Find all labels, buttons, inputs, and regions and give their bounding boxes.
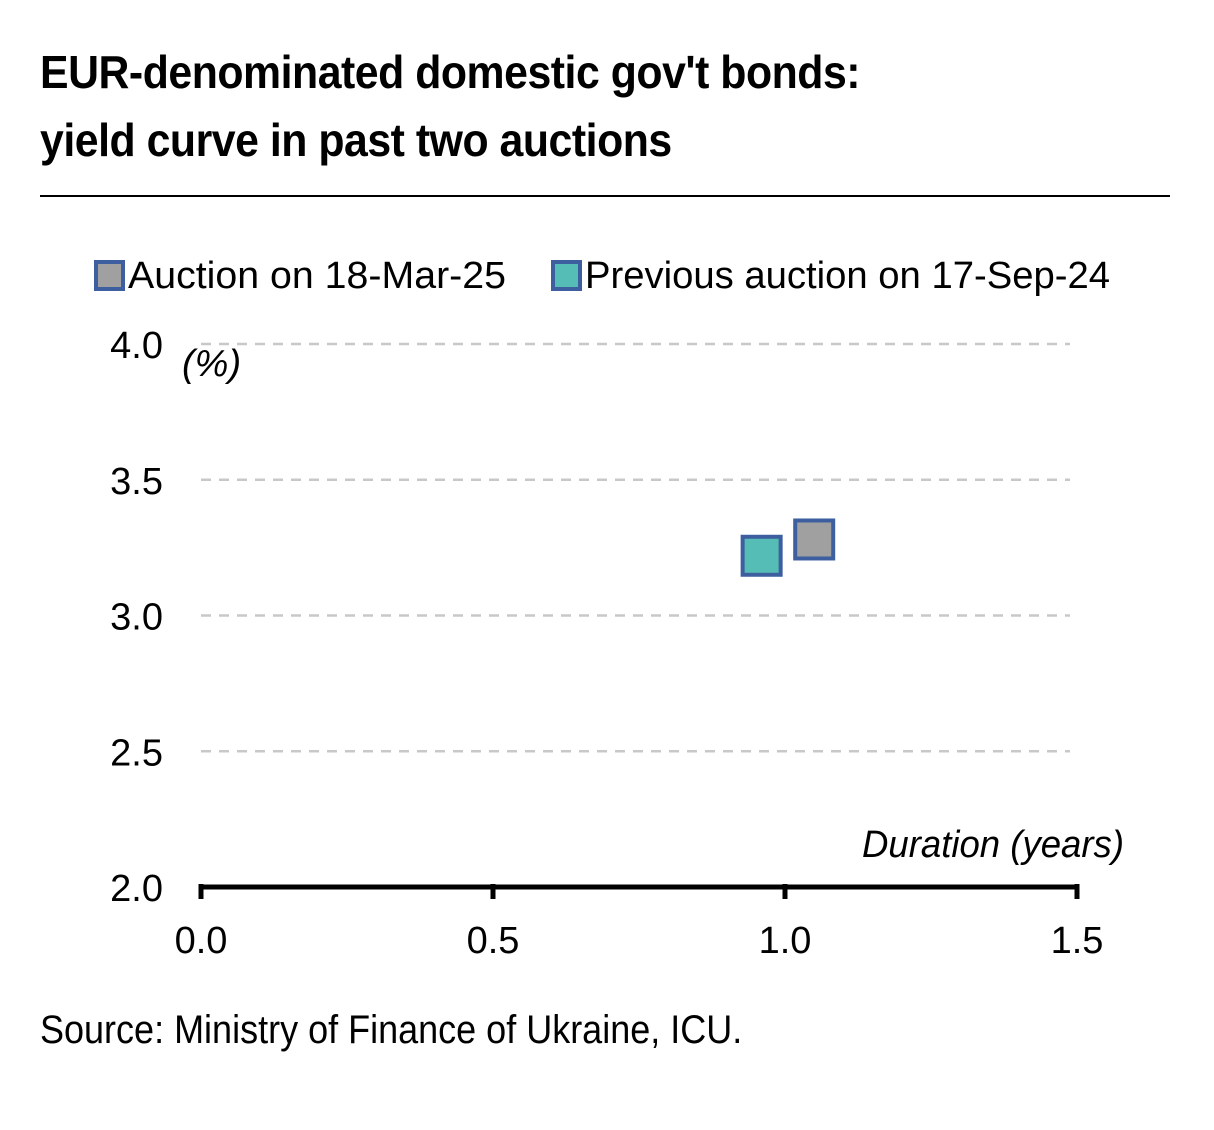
legend-swatch	[94, 260, 125, 291]
x-axis	[198, 884, 1080, 899]
y-axis-ticks: 2.0 2.5 3.0 3.5 4.0	[110, 325, 163, 910]
y-tick-label: 3.0	[110, 597, 163, 639]
y-tick-label: 2.0	[110, 868, 163, 910]
y-tick-label: 2.5	[110, 732, 163, 774]
y-axis-label: (%)	[182, 343, 241, 385]
chart-title-line-2: yield curve in past two auctions	[40, 114, 672, 166]
x-tick-label: 1.0	[759, 920, 812, 962]
chart-title: EUR-denominated domestic gov't bonds: yi…	[40, 38, 1091, 174]
x-tick-label: 0.5	[467, 920, 520, 962]
y-tick-label: 3.5	[110, 461, 163, 503]
gridlines	[201, 342, 1070, 753]
legend-label: Previous auction on 17-Sep-24	[585, 255, 1110, 297]
x-tick-label: 1.5	[1051, 920, 1104, 962]
legend-label: Auction on 18-Mar-25	[128, 255, 506, 297]
title-divider	[40, 195, 1170, 197]
data-point	[793, 518, 836, 561]
chart-title-line-1: EUR-denominated domestic gov't bonds:	[40, 46, 861, 98]
y-tick-label: 4.0	[110, 325, 163, 367]
legend-swatch	[551, 260, 582, 291]
data-points	[740, 518, 836, 577]
scatter-chart: Auction on 18-Mar-25 Previous auction on …	[94, 255, 1124, 962]
x-axis-ticks: 0.0 0.5 1.0 1.5	[175, 920, 1104, 962]
x-tick-label: 0.0	[175, 920, 228, 962]
source-note: Source: Ministry of Finance of Ukraine, …	[40, 1008, 743, 1052]
legend: Auction on 18-Mar-25 Previous auction on …	[94, 255, 1110, 297]
x-axis-label: Duration (years)	[862, 824, 1124, 866]
data-point	[740, 534, 783, 577]
